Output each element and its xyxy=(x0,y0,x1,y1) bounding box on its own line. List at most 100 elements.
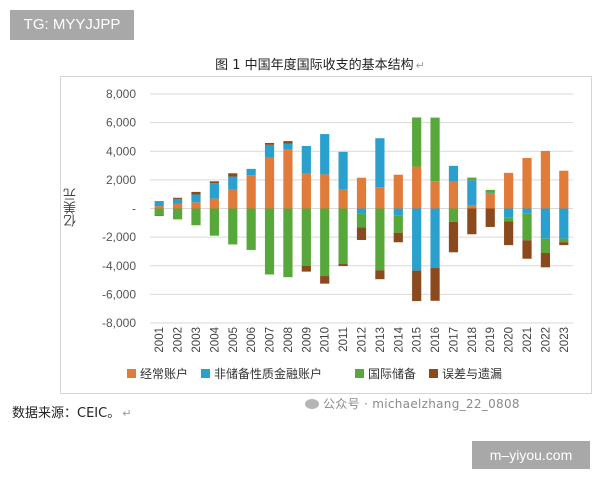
figure-title: 图 1 中国年度国际收支的基本结构 ↵ xyxy=(215,58,425,73)
bar-segment xyxy=(246,168,256,176)
x-tick-label: 2012 xyxy=(357,327,369,353)
site-badge: m–yiyou.com xyxy=(472,441,590,469)
bar-segment xyxy=(264,157,275,209)
bar-segment xyxy=(264,144,275,158)
legend-swatch xyxy=(127,369,136,378)
bar-segment xyxy=(448,181,459,209)
x-tick-label: 2017 xyxy=(448,327,460,353)
bar-segment xyxy=(209,183,219,199)
bar-segment xyxy=(522,213,532,241)
source-note: 数据来源：CEIC。 ↵ xyxy=(12,406,132,421)
x-tick-label: 2011 xyxy=(338,327,350,352)
bar-segment xyxy=(283,143,293,150)
x-tick-label: 2007 xyxy=(265,327,277,353)
bar-segment xyxy=(356,213,367,228)
legend-swatch xyxy=(355,369,364,378)
bar-segment xyxy=(320,208,330,277)
bar-segment xyxy=(264,208,275,275)
y-tick-label: 6,000 xyxy=(106,116,136,130)
bar-segment xyxy=(301,265,311,272)
x-tick-label: 2014 xyxy=(393,326,405,352)
legend-label: 国际储备 xyxy=(368,366,416,381)
bar-segment xyxy=(172,203,183,209)
bar-segment xyxy=(448,165,459,182)
x-tick-label: 2016 xyxy=(430,327,442,353)
bar-segment xyxy=(246,249,256,250)
bar-segment xyxy=(264,142,275,145)
x-tick-label: 2015 xyxy=(412,327,424,353)
bar-segment xyxy=(430,181,440,209)
bar-segment xyxy=(209,198,219,209)
x-tick-label: 2013 xyxy=(375,327,387,353)
bar-segment xyxy=(320,276,330,284)
bar-segment xyxy=(467,180,477,206)
chart-frame xyxy=(60,76,592,394)
bar-segment xyxy=(393,174,403,209)
legend-swatch xyxy=(201,369,210,378)
bar-segment xyxy=(283,141,293,144)
bar-segment xyxy=(393,215,403,233)
bar-segment xyxy=(356,227,367,240)
bar-segment xyxy=(522,208,532,214)
y-tick-label: -8,000 xyxy=(102,316,136,330)
bar-segment xyxy=(228,176,238,190)
bar-segment xyxy=(430,268,440,301)
bar-segment xyxy=(356,177,367,209)
bar-segment xyxy=(154,208,164,216)
bar-segment xyxy=(154,201,164,207)
bar-segment xyxy=(375,208,385,271)
bar-segment xyxy=(301,173,311,209)
y-tick-label: 2,000 xyxy=(106,173,136,187)
bar-segment xyxy=(540,238,551,254)
bar-segment xyxy=(246,208,256,250)
bar-segment xyxy=(412,166,422,209)
x-tick-label: 2010 xyxy=(320,327,332,353)
bar-segment xyxy=(540,253,551,268)
bar-segment xyxy=(448,208,459,222)
legend-label: 非储备性质金融账户 xyxy=(214,366,322,381)
bar-segment xyxy=(375,187,385,209)
bar-segment xyxy=(430,208,440,269)
bar-segment xyxy=(559,208,569,239)
bar-segment xyxy=(485,192,495,194)
x-tick-label: 2005 xyxy=(228,327,240,353)
bar-segment xyxy=(504,217,514,222)
bar-segment xyxy=(412,208,422,271)
bar-segment xyxy=(559,170,569,209)
bar-segment xyxy=(504,208,514,218)
bar-segment xyxy=(228,173,238,177)
bar-segment xyxy=(301,145,311,174)
y-tick-label: - xyxy=(132,202,136,216)
bar-segment xyxy=(338,151,348,190)
y-tick-label: 8,000 xyxy=(106,87,136,101)
bar-segment xyxy=(559,242,569,246)
y-tick-label: -2,000 xyxy=(102,230,136,244)
x-tick-label: 2018 xyxy=(467,327,479,353)
bar-segment xyxy=(430,117,440,182)
x-tick-label: 2002 xyxy=(173,327,185,353)
bar-segment xyxy=(320,134,330,175)
bar-segment xyxy=(504,221,514,246)
x-tick-label: 2008 xyxy=(283,327,295,353)
bar-segment xyxy=(191,194,201,203)
bar-segment xyxy=(283,149,293,209)
x-tick-label: 2003 xyxy=(191,327,203,353)
x-tick-label: 2021 xyxy=(522,327,534,353)
x-tick-label: 2023 xyxy=(559,327,571,353)
bar-segment xyxy=(154,215,164,216)
paragraph-mark-icon: ↵ xyxy=(122,407,132,420)
bar-segment xyxy=(356,208,367,214)
bar-segment xyxy=(375,270,385,280)
bar-segment xyxy=(209,208,219,236)
wechat-watermark: 公众号 · michaelzhang_22_0808 xyxy=(305,395,520,412)
bar-segment xyxy=(228,208,238,245)
bar-segment xyxy=(154,206,164,209)
bar-segment xyxy=(209,181,219,184)
x-tick-label: 2019 xyxy=(485,327,497,353)
bar-segment xyxy=(338,208,348,265)
bar-segment xyxy=(393,232,403,243)
bar-segment xyxy=(191,191,201,195)
bar-segment xyxy=(540,150,551,209)
bar-segment xyxy=(485,189,495,193)
